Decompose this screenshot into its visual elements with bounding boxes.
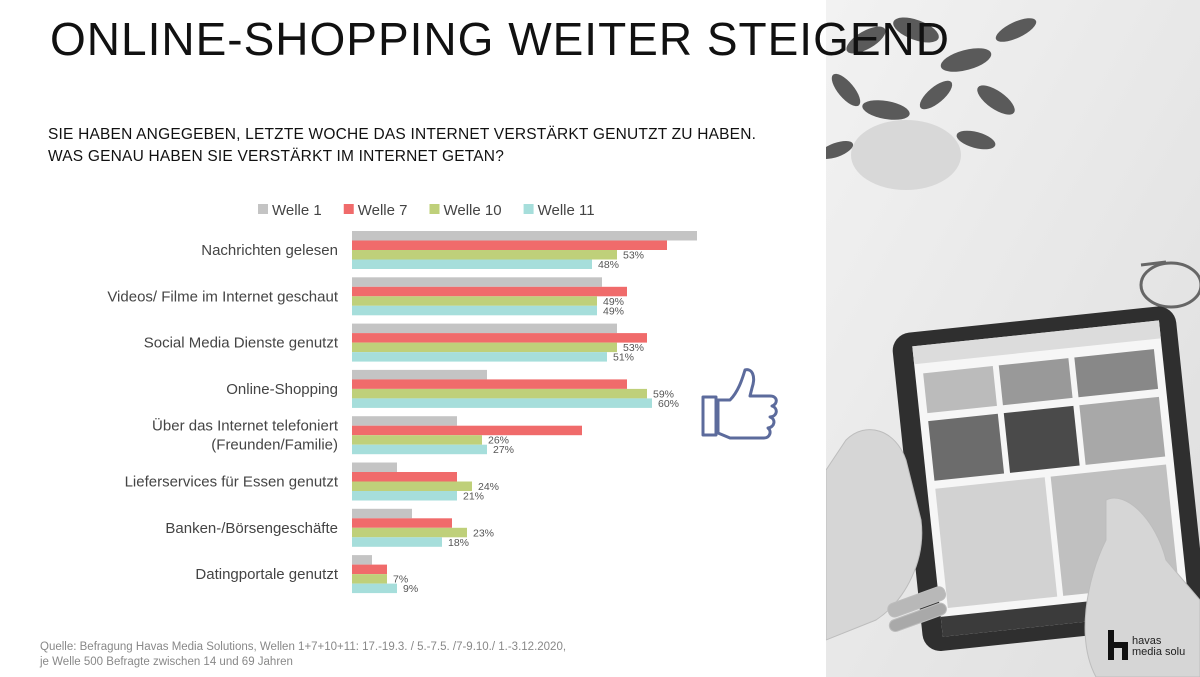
bar-value-label: 23%: [473, 527, 494, 539]
thumbs-up-icon: [701, 368, 778, 440]
bar: [352, 379, 627, 389]
bar: [352, 398, 652, 408]
bar: [352, 286, 627, 297]
page-title: ONLINE-SHOPPING WEITER STEIGEND: [50, 13, 950, 65]
bar: [352, 305, 597, 316]
legend-swatch-3: [429, 204, 440, 214]
bar: [352, 444, 487, 455]
bar: [352, 462, 397, 472]
bar-value-label: 48%: [598, 259, 619, 271]
bar: [352, 491, 457, 501]
question-line-2: WAS GENAU HABEN SIE VERSTÄRKT IM INTERNE…: [48, 148, 505, 165]
havas-logo: havas media solu: [1100, 628, 1200, 668]
bar-value-label: 21%: [463, 491, 484, 503]
legend-swatch-2: [343, 204, 354, 214]
bar-value-label: 18%: [448, 537, 469, 549]
glasses: [1139, 260, 1200, 309]
category-label: Lieferservices für Essen genutzt: [125, 474, 339, 491]
bar-value-label: 27%: [493, 444, 514, 456]
bar-value-label: 49%: [603, 305, 624, 317]
bar-value-label: 26%: [488, 435, 509, 447]
thumbs-up-icon-outline: [701, 368, 778, 440]
bar: [352, 555, 372, 565]
bar: [352, 231, 697, 241]
bar-value-label: 51%: [613, 352, 634, 364]
category-label: Nachrichten gelesen: [201, 242, 338, 259]
legend-swatch-1: [258, 204, 268, 214]
bar: [352, 240, 667, 250]
bar: [352, 564, 387, 575]
category-label: (Freunden/Familie): [211, 437, 338, 454]
chart-legend: Welle 1 Welle 7 Welle 10 Welle 11: [258, 202, 595, 219]
logo-line-1: havas: [1132, 635, 1162, 647]
category-label: Über das Internet telefoniert: [152, 417, 339, 435]
bar: [352, 583, 397, 594]
bar: [352, 527, 467, 538]
source-line-1: Quelle: Befragung Havas Media Solutions,…: [40, 641, 567, 653]
bar: [352, 277, 602, 287]
legend-label-4: Welle 11: [538, 202, 595, 219]
legend-label-2: Welle 7: [358, 202, 408, 219]
bar: [352, 342, 617, 353]
bar: [352, 259, 592, 269]
source-note: Quelle: Befragung Havas Media Solutions,…: [40, 640, 566, 670]
bar: [352, 435, 482, 445]
tablet-photo: [826, 0, 1200, 677]
bar-value-label: 53%: [623, 342, 644, 354]
bar: [352, 369, 487, 380]
category-label: Datingportale genutzt: [195, 566, 338, 583]
bar-value-label: 59%: [653, 388, 674, 400]
bar: [352, 472, 457, 482]
bar: [352, 296, 597, 306]
bar: [352, 388, 647, 399]
havas-h-mark: [1108, 630, 1128, 660]
bar: [352, 416, 457, 426]
legend-label-1: Welle 1: [272, 202, 322, 219]
bar-value-label: 24%: [478, 481, 499, 493]
bar: [352, 518, 452, 528]
survey-question: SIE HABEN ANGEGEBEN, LETZTE WOCHE DAS IN…: [48, 124, 838, 168]
question-line-1: SIE HABEN ANGEGEBEN, LETZTE WOCHE DAS IN…: [48, 126, 757, 143]
logo-text: havas media solu: [1132, 636, 1185, 658]
bar: [352, 481, 472, 491]
bar-chart: Welle 1 Welle 7 Welle 10 Welle 11 Nachricht…: [107, 202, 778, 595]
bar: [352, 574, 387, 584]
bar-value-label: 60%: [658, 398, 679, 410]
bar: [352, 508, 412, 519]
bar: [352, 425, 582, 436]
legend-label-3: Welle 10: [444, 202, 502, 219]
bar: [352, 323, 617, 334]
legend-swatch-4: [523, 204, 534, 214]
bar: [352, 537, 442, 547]
category-label: Videos/ Filme im Internet geschaut: [107, 288, 339, 305]
chart-bars: Nachrichten gelesen 53% 48% Videos/ Filme i…: [107, 231, 697, 595]
category-label: Online-Shopping: [226, 381, 338, 398]
tablet-photo-illustration: [826, 0, 1200, 677]
plant: [826, 17, 1037, 190]
bar: [352, 352, 607, 362]
bar: [352, 333, 647, 343]
logo-line-2: media solu: [1132, 646, 1186, 658]
bar: [352, 250, 617, 260]
bar-value-label: 9%: [403, 583, 418, 595]
bar-value-label: 7%: [393, 574, 408, 586]
bar-value-label: 53%: [623, 250, 644, 262]
source-line-2: je Welle 500 Befragte zwischen 14 und 69…: [40, 656, 293, 668]
category-label: Banken-/Börsengeschäfte: [165, 520, 338, 537]
bar-value-label: 49%: [603, 296, 624, 308]
category-label: Social Media Dienste genutzt: [144, 335, 339, 352]
